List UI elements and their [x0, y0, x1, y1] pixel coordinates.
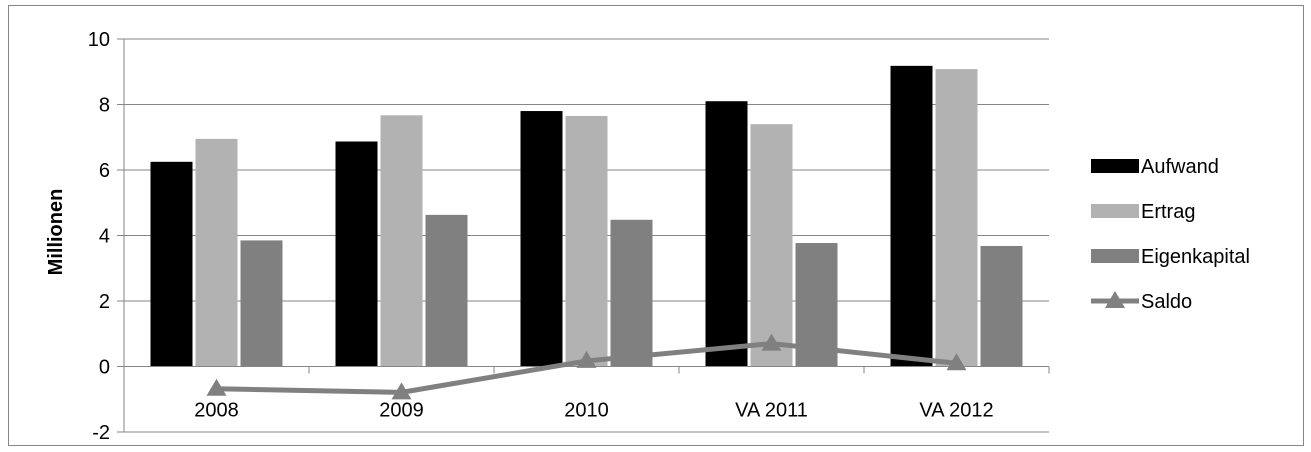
x-tick-label: 2008 — [194, 400, 239, 422]
bar-aufwand — [705, 101, 748, 367]
saldo-line-group — [206, 333, 967, 400]
x-tick-label: 2009 — [379, 400, 424, 422]
legend-swatch-ertrag — [1091, 204, 1139, 218]
legend-label-saldo: Saldo — [1141, 291, 1192, 313]
bar-aufwand — [335, 141, 378, 367]
bar-eigenkapital — [240, 240, 283, 367]
saldo-marker — [391, 382, 412, 400]
legend-label-aufwand: Aufwand — [1141, 156, 1219, 178]
legend: Aufwand Ertrag Eigenkapital Saldo — [1091, 156, 1250, 313]
bar-eigenkapital — [610, 219, 653, 367]
bar-eigenkapital — [425, 214, 468, 367]
bar-eigenkapital — [980, 245, 1023, 367]
y-tick-label: 4 — [99, 226, 110, 248]
saldo-marker — [576, 350, 597, 368]
y-tick-label: 8 — [99, 95, 110, 117]
bar-ertrag — [195, 138, 238, 367]
y-axis-title: Millionen — [45, 189, 67, 276]
legend-label-ertrag: Ertrag — [1141, 201, 1195, 223]
bars — [150, 65, 1023, 367]
y-tick-label: 6 — [99, 160, 110, 182]
saldo-marker — [946, 353, 967, 371]
bar-aufwand — [890, 65, 933, 367]
legend-swatch-aufwand — [1091, 159, 1139, 173]
x-tick-label: 2010 — [564, 400, 609, 422]
bar-ertrag — [750, 124, 793, 367]
bar-aufwand — [520, 111, 563, 367]
bar-ertrag — [935, 69, 978, 367]
bar-aufwand — [150, 161, 193, 367]
saldo-marker — [206, 378, 227, 396]
legend-label-eigenkapital: Eigenkapital — [1141, 246, 1250, 268]
tick-labels: -2 0 2 4 6 8 10 2008 2009 2010 VA 2011 VA 2012 — [88, 29, 994, 444]
bar-ertrag — [565, 115, 608, 367]
y-tick-label: -2 — [92, 422, 110, 444]
x-tick-label: VA 2012 — [919, 400, 993, 422]
y-tick-label: 0 — [99, 357, 110, 379]
y-tick-label: 2 — [99, 291, 110, 313]
legend-swatch-eigenkapital — [1091, 249, 1139, 263]
y-tick-label: 10 — [88, 29, 110, 51]
legend-marker-saldo — [1105, 291, 1125, 308]
saldo-marker — [761, 333, 782, 351]
bar-ertrag — [380, 115, 423, 367]
x-tick-label: VA 2011 — [735, 400, 808, 422]
